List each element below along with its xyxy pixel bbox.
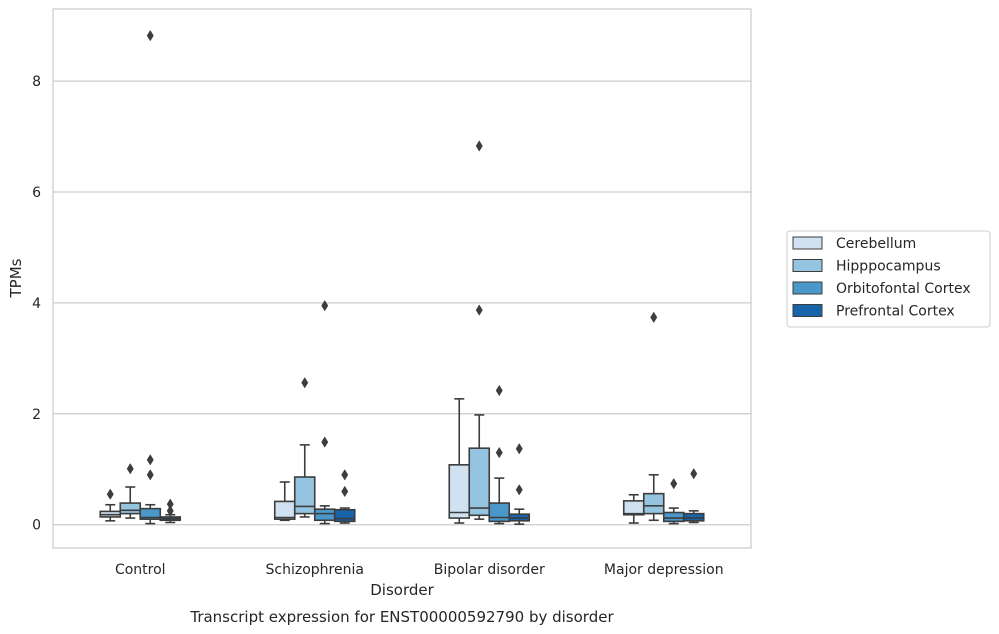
box-iqr (313, 508, 336, 522)
box-iqr (488, 502, 511, 523)
box-group (139, 29, 162, 525)
box-iqr (293, 476, 316, 515)
box-plot-boxes (99, 29, 705, 525)
legend-swatch (792, 236, 823, 250)
outlier-point (495, 446, 503, 459)
box-iqr (622, 500, 645, 516)
y-tick-label: 4 (32, 296, 41, 312)
box-iqr (662, 511, 685, 523)
box-group (273, 481, 296, 522)
box-iqr (682, 512, 705, 522)
outlier-point (475, 304, 483, 316)
legend-swatch (792, 281, 823, 295)
box-group (293, 377, 316, 518)
box-group (448, 398, 471, 524)
box-iqr (139, 507, 162, 520)
plot-area-frame (52, 8, 752, 549)
outlier-point (341, 469, 349, 481)
y-axis-ticks: 0 2 4 6 8 (32, 74, 41, 534)
box-iqr (119, 502, 142, 515)
outlier-point (146, 469, 154, 481)
outlier-point (475, 140, 483, 152)
legend-swatch (792, 304, 823, 317)
outlier-point (301, 377, 309, 389)
outlier-point (495, 384, 503, 397)
legend: Cerebellum Hipppocampus Orbitofontal Corte… (786, 230, 991, 328)
box-group (159, 498, 182, 524)
outlier-point (146, 454, 154, 466)
box-group (468, 140, 491, 520)
outlier-point (670, 477, 678, 490)
y-tick-label: 0 (32, 518, 41, 534)
outlier-point (321, 299, 329, 312)
box-group (662, 477, 685, 525)
x-tick-label: Major depression (604, 562, 724, 578)
box-iqr (273, 500, 296, 520)
box-group (313, 299, 336, 525)
y-tick-label: 2 (32, 407, 41, 423)
box-iqr (333, 508, 356, 523)
outlier-point (126, 463, 134, 475)
outlier-point (166, 498, 174, 510)
outlier-point (515, 443, 523, 455)
box-group (682, 468, 705, 524)
outlier-point (166, 505, 174, 517)
y-axis-label: TPMs (7, 258, 25, 298)
box-group (622, 493, 645, 524)
outlier-point (321, 436, 329, 448)
legend-swatch (792, 259, 823, 272)
outlier-point (341, 485, 349, 498)
outlier-point (106, 488, 114, 500)
box-iqr (448, 464, 471, 519)
x-tick-label: Bipolar disorder (434, 562, 545, 578)
legend-frame (786, 230, 991, 328)
box-group (642, 311, 665, 522)
box-iqr (468, 447, 491, 517)
box-iqr (642, 492, 665, 515)
box-group (119, 463, 142, 519)
outlier-point (515, 484, 523, 496)
box-group (99, 488, 122, 522)
outlier-point (146, 29, 154, 42)
legend-label: Hipppocampus (836, 259, 941, 275)
box-group (488, 384, 511, 525)
x-axis-ticks: Control Schizophrenia Bipolar disorder Majo… (115, 562, 724, 578)
y-tick-label: 8 (32, 74, 41, 90)
grid-lines (53, 80, 751, 526)
legend-label: Prefrontal Cortex (836, 304, 955, 320)
box-group (508, 443, 531, 525)
outlier-point (650, 311, 658, 323)
x-axis-label: Disorder (370, 581, 434, 599)
legend-label: Orbitofontal Cortex (836, 281, 971, 297)
y-tick-label: 6 (32, 185, 41, 201)
x-tick-label: Control (115, 562, 166, 578)
outlier-point (690, 468, 698, 480)
x-tick-label: Schizophrenia (266, 562, 364, 578)
box-group (333, 469, 356, 524)
legend-label: Cerebellum (836, 236, 916, 252)
chart-caption: Transcript expression for ENST0000059279… (189, 608, 614, 626)
